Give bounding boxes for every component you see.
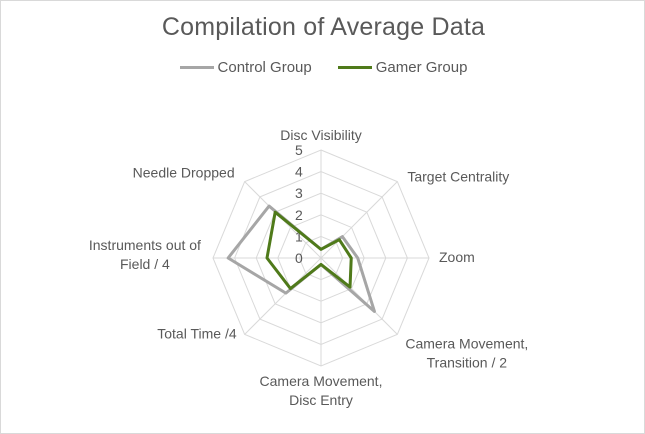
axis-label-7: Needle Dropped	[133, 165, 235, 181]
axis-label-line: Zoom	[439, 249, 475, 265]
axis-label-0: Disc Visibility	[280, 127, 361, 143]
axis-label-line: Transition / 2	[427, 354, 508, 370]
axis-label-line: Total Time /4	[157, 325, 237, 341]
legend-item-control: Control Group	[179, 59, 312, 76]
axis-label-line: Field / 4	[120, 256, 170, 272]
axis-label-line: Target Centrality	[407, 169, 509, 185]
axis-label-1: Target Centrality	[407, 169, 509, 185]
tick-label-1: 1	[295, 228, 303, 244]
axis-label-4: Camera Movement, Disc Entry	[260, 373, 383, 408]
legend: Control Group Gamer Group	[1, 59, 645, 76]
axis-label-line: Camera Movement,	[405, 335, 528, 351]
series-line-1	[265, 210, 353, 291]
tick-label-2: 2	[295, 207, 303, 223]
axis-label-line: Disc Entry	[289, 392, 353, 408]
legend-item-gamer: Gamer Group	[337, 59, 468, 76]
tick-label-4: 4	[295, 164, 303, 180]
axis-label-2: Zoom	[439, 249, 475, 265]
axis-label-6: Instruments out of Field / 4	[89, 237, 201, 272]
legend-swatch-control	[179, 66, 214, 69]
legend-label-gamer: Gamer Group	[375, 59, 468, 76]
chart-title: Compilation of Average Data	[161, 13, 486, 41]
axis-label-line: Disc Visibility	[280, 127, 361, 143]
axis-label-line: Needle Dropped	[133, 165, 235, 181]
tick-label-0: 0	[295, 250, 303, 266]
axis-spoke-1	[320, 181, 398, 259]
axis-label-5: Total Time /4	[157, 325, 237, 341]
axis-spoke-5	[244, 257, 322, 335]
legend-label-control: Control Group	[217, 59, 312, 76]
axis-label-3: Camera Movement, Transition / 2	[405, 335, 528, 370]
tick-label-5: 5	[295, 142, 303, 158]
axis-label-line: Camera Movement,	[260, 373, 383, 389]
axis-label-line: Instruments out of	[89, 237, 201, 253]
legend-swatch-gamer	[337, 66, 372, 69]
tick-label-3: 3	[295, 185, 303, 201]
